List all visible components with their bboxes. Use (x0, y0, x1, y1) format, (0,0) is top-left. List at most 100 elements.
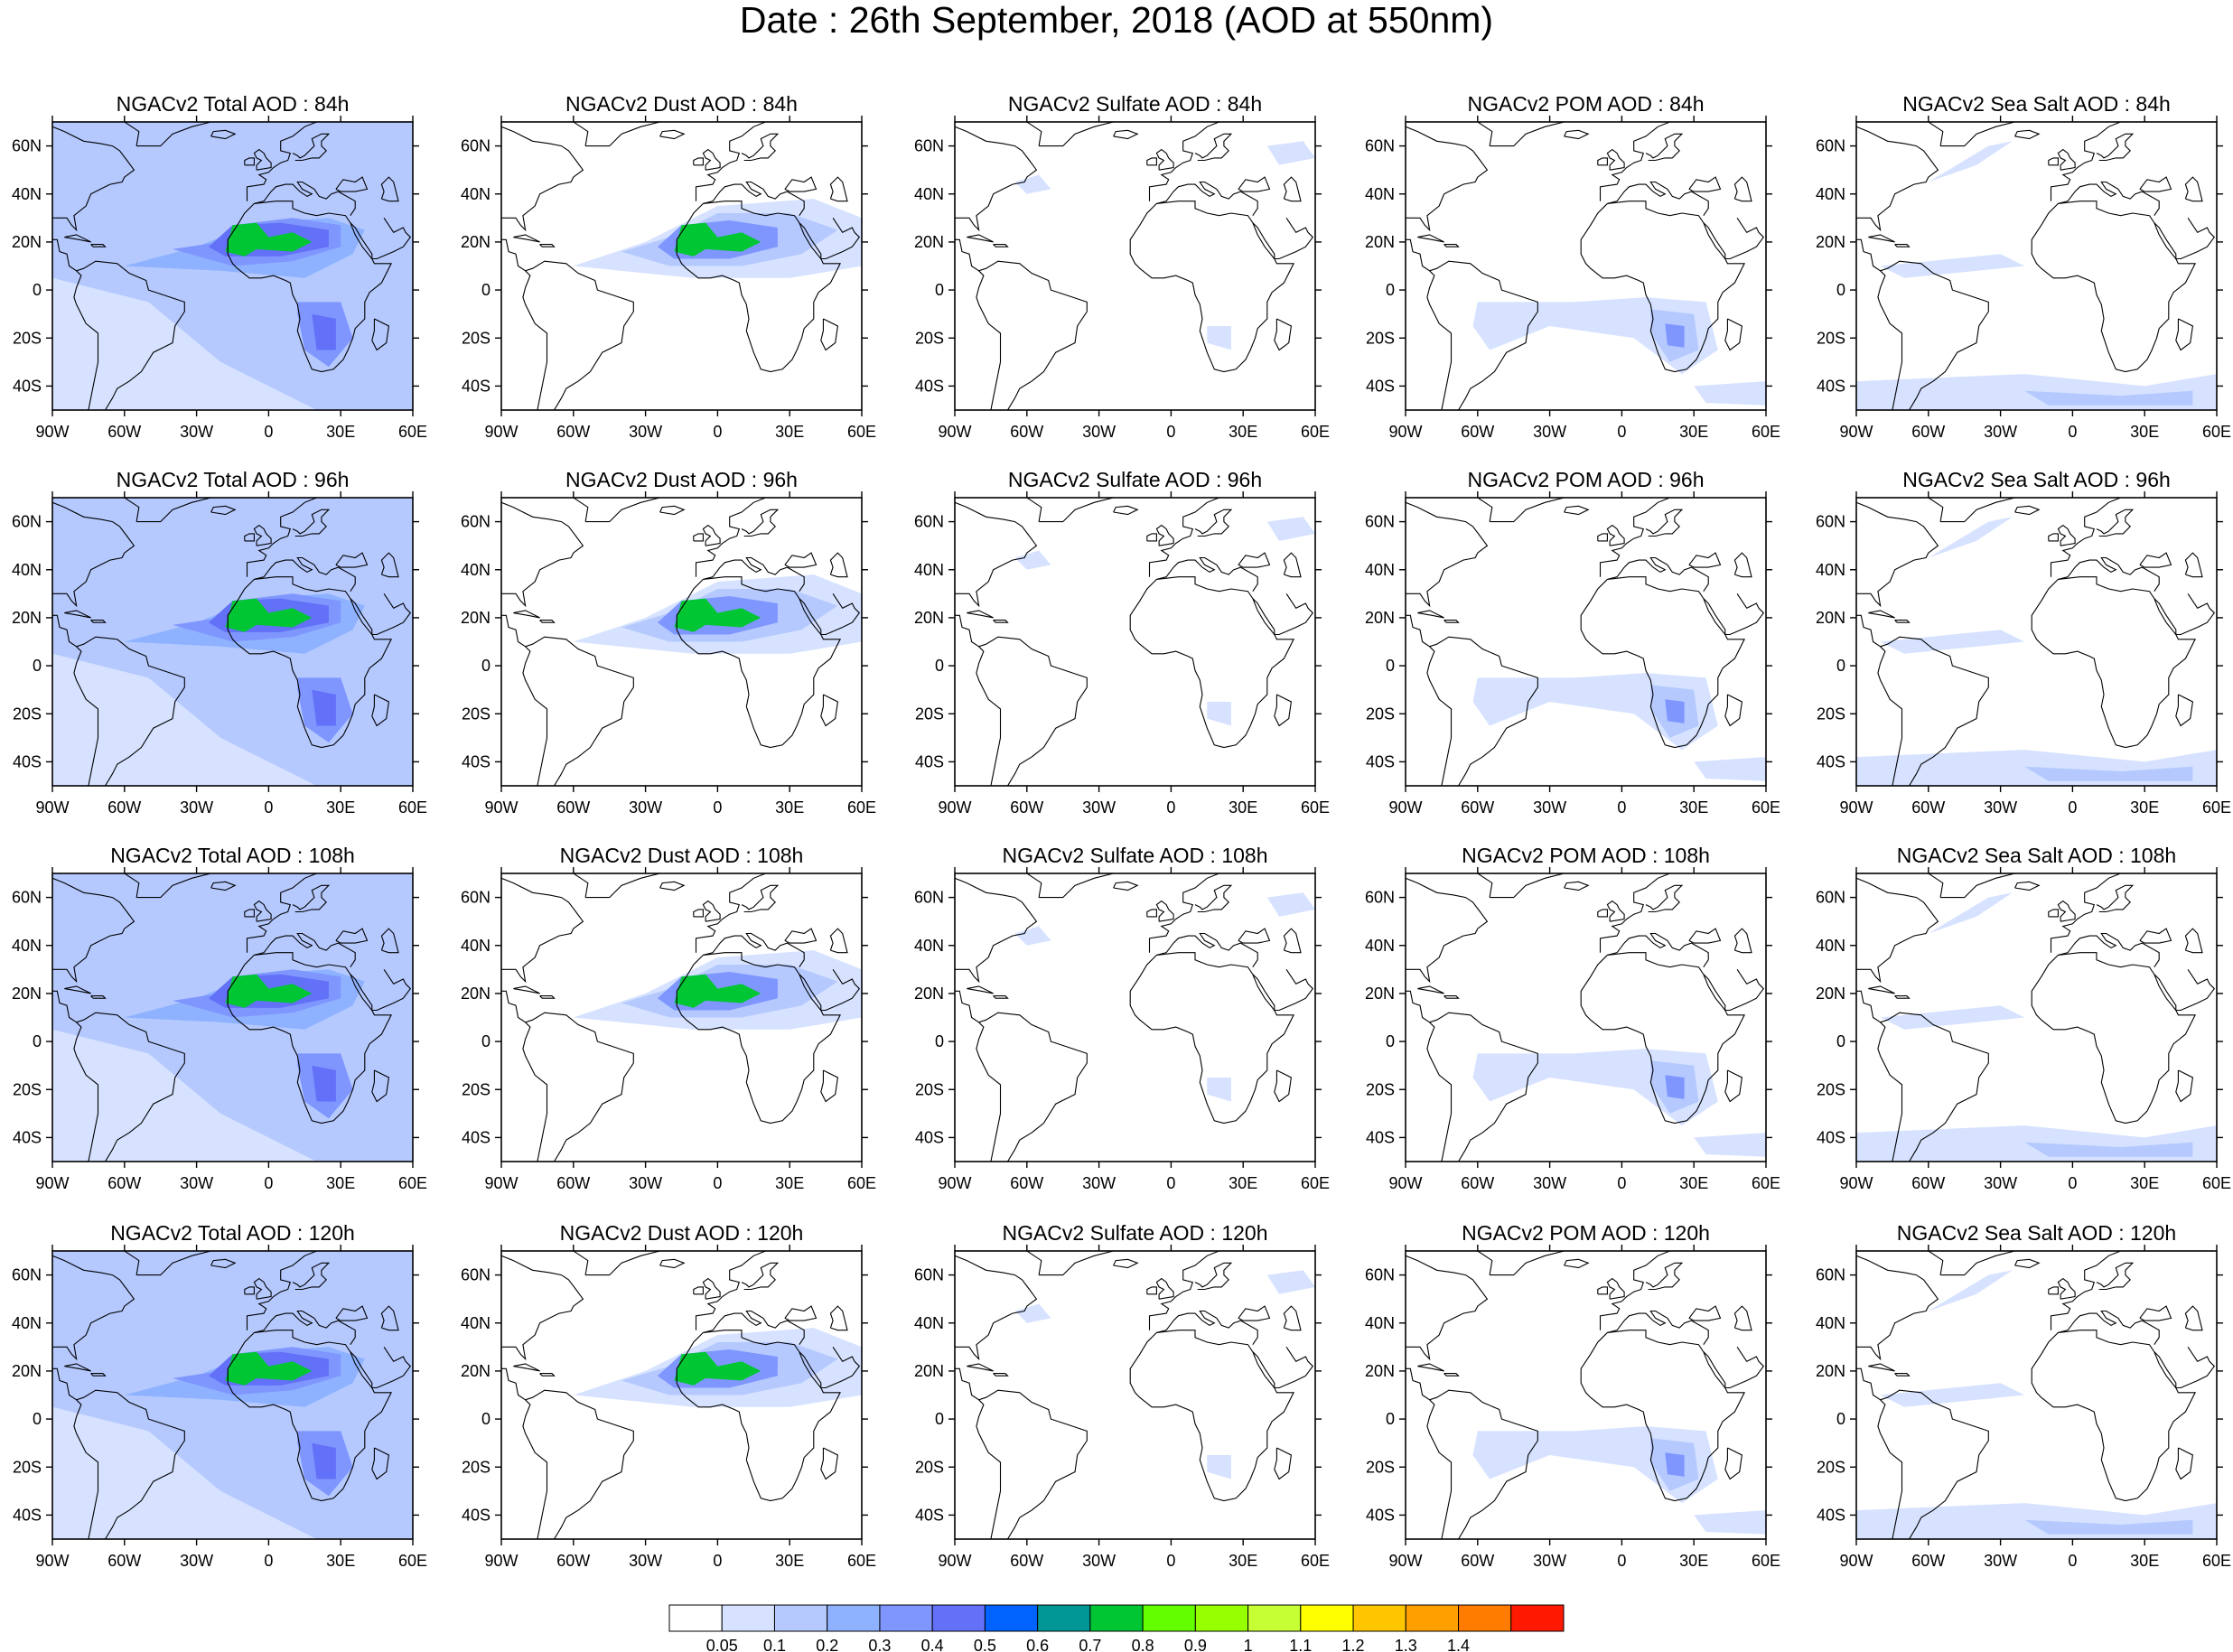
lon-tick-label: 60W (1911, 1174, 1945, 1192)
lat-tick-label: 20N (1816, 609, 1845, 627)
lon-tick-label: 30E (775, 423, 804, 441)
lon-tick-label: 30W (1984, 1552, 2017, 1570)
coastline (1606, 148, 1625, 171)
colorbar-swatch (827, 1604, 881, 1632)
coastlines (1856, 873, 2216, 1162)
aod-region (1014, 1303, 1051, 1323)
coastline (2050, 1251, 2145, 1330)
coastline (1146, 1286, 1157, 1295)
lon-tick-label: 0 (1166, 423, 1175, 441)
coastline (501, 501, 584, 608)
lat-tick-label: 40S (13, 1506, 42, 1524)
lat-tick-label: 0 (1836, 1410, 1845, 1428)
panel-title: NGACv2 Total AOD : 108h (110, 844, 355, 867)
lon-tick-label: 30E (326, 423, 355, 441)
map-panel-pom-120h: NGACv2 POM AOD : 120h 90W 60W 30W 0 30E 60E 60N… (1365, 1221, 1780, 1570)
lat-tick-label: 40S (1366, 1128, 1395, 1146)
coastline (976, 270, 1002, 410)
coastline (1724, 1069, 1743, 1103)
aod-region (1880, 1383, 2025, 1407)
lon-tick-label: 90W (484, 1552, 518, 1570)
aod-region (312, 1442, 336, 1479)
coastline (210, 1258, 237, 1269)
coastline (1146, 157, 1157, 166)
coastline (350, 968, 412, 1012)
coastline (955, 501, 1038, 608)
lon-tick-label: 90W (484, 1174, 518, 1192)
coastline (1856, 877, 1939, 984)
aod-region (52, 653, 317, 786)
coastline (829, 176, 848, 202)
coastline (1194, 133, 1233, 162)
lon-tick-label: 90W (938, 1552, 971, 1570)
coastline (741, 884, 780, 913)
lon-tick-label: 30W (1984, 423, 2017, 441)
lat-tick-label: 40N (914, 561, 944, 579)
aod-region (225, 974, 313, 1008)
coastline (1129, 1330, 1294, 1502)
coastline (659, 505, 686, 516)
lat-tick-label: 40N (461, 937, 491, 955)
coastline (253, 524, 272, 546)
lon-tick-label: 60E (2202, 423, 2231, 441)
map-frame (1405, 873, 1767, 1162)
coastline (52, 238, 185, 410)
lon-tick-label: 60E (847, 798, 876, 817)
lon-tick-label: 0 (713, 1552, 722, 1570)
panel-title: NGACv2 Sulfate AOD : 108h (1002, 844, 1267, 867)
lat-tick-label: 60N (461, 889, 491, 907)
coastline (1597, 1286, 1608, 1295)
lat-tick-label: 60N (1816, 137, 1845, 155)
panel-title: NGACv2 Dust AOD : 96h (565, 468, 798, 491)
lat-tick-label: 40S (915, 752, 944, 770)
coastline (1606, 524, 1625, 546)
coastline (676, 201, 841, 373)
coastlines (1406, 873, 1765, 1162)
coastline (1129, 201, 1294, 373)
coastline (52, 990, 185, 1162)
lat-tick-label: 0 (1386, 281, 1395, 299)
coastline (52, 1255, 135, 1361)
coastline (1607, 556, 1709, 593)
lat-tick-label: 40S (1817, 1506, 1845, 1524)
coastline (1580, 1330, 1745, 1502)
lat-tick-label: 20N (461, 609, 491, 627)
lon-tick-label: 30E (1679, 423, 1708, 441)
coastline (1599, 873, 1695, 953)
aod-region (1928, 141, 2013, 182)
lon-tick-label: 0 (2068, 1174, 2077, 1192)
lat-tick-label: 20S (13, 705, 42, 723)
lon-tick-label: 60W (556, 1174, 590, 1192)
aod-field (1014, 892, 1315, 1102)
map-frame (51, 873, 414, 1162)
coastline (1252, 217, 1314, 260)
lat-tick-label: 60N (12, 889, 42, 907)
lat-tick-label: 20S (462, 705, 491, 723)
map-frame (500, 497, 863, 787)
coastline (539, 620, 556, 623)
lat-tick-label: 40N (914, 185, 944, 203)
lon-tick-label: 60E (1752, 1552, 1780, 1570)
coastline (1894, 1373, 1911, 1377)
lon-tick-label: 30W (180, 423, 213, 441)
coastline (967, 985, 994, 994)
coastlines (501, 873, 861, 1162)
coastline (1894, 995, 1911, 999)
lon-tick-label: 90W (1839, 1174, 1873, 1192)
coastline (1599, 1251, 1695, 1330)
coastline (1645, 884, 1684, 913)
aod-region (1266, 517, 1315, 541)
coastline (955, 238, 1088, 410)
coastline (292, 133, 331, 162)
coastline (1580, 952, 1745, 1125)
coastline (1146, 909, 1157, 918)
lat-tick-label: 40S (1817, 377, 1845, 395)
aod-field (1856, 1270, 2217, 1539)
coastline (2096, 1262, 2135, 1291)
lon-tick-label: 90W (1388, 1174, 1422, 1192)
coastline (820, 1447, 839, 1480)
lon-tick-label: 60E (2202, 1174, 2231, 1192)
lat-tick-label: 0 (481, 1032, 491, 1050)
aod-region (225, 598, 313, 632)
lat-tick-label: 20N (1365, 233, 1395, 251)
